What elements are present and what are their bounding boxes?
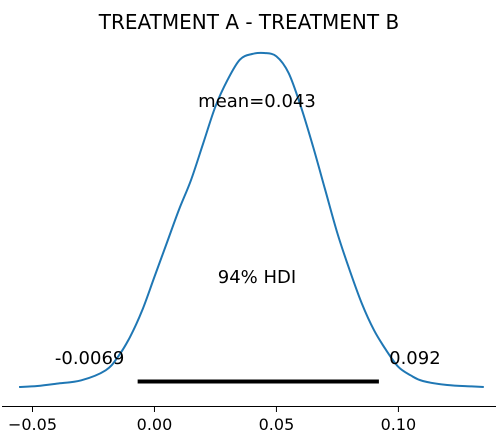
x-tick-label: 0.10: [381, 415, 417, 434]
hdi-annotation: 94% HDI: [218, 267, 296, 288]
hdi-upper-label: 0.092: [389, 348, 441, 369]
x-axis-ticks: −0.05 0.00 0.05 0.10: [8, 406, 417, 434]
density-series-line: [19, 51, 484, 388]
x-tick-label: −0.05: [8, 415, 57, 434]
x-tick-label: 0.05: [259, 415, 295, 434]
chart-title: TREATMENT A - TREATMENT B: [98, 10, 399, 34]
mean-annotation: mean=0.043: [198, 91, 316, 112]
density-curve-layer: [19, 51, 484, 388]
x-tick-label: 0.00: [137, 415, 173, 434]
hdi-lower-label: -0.0069: [55, 348, 124, 369]
